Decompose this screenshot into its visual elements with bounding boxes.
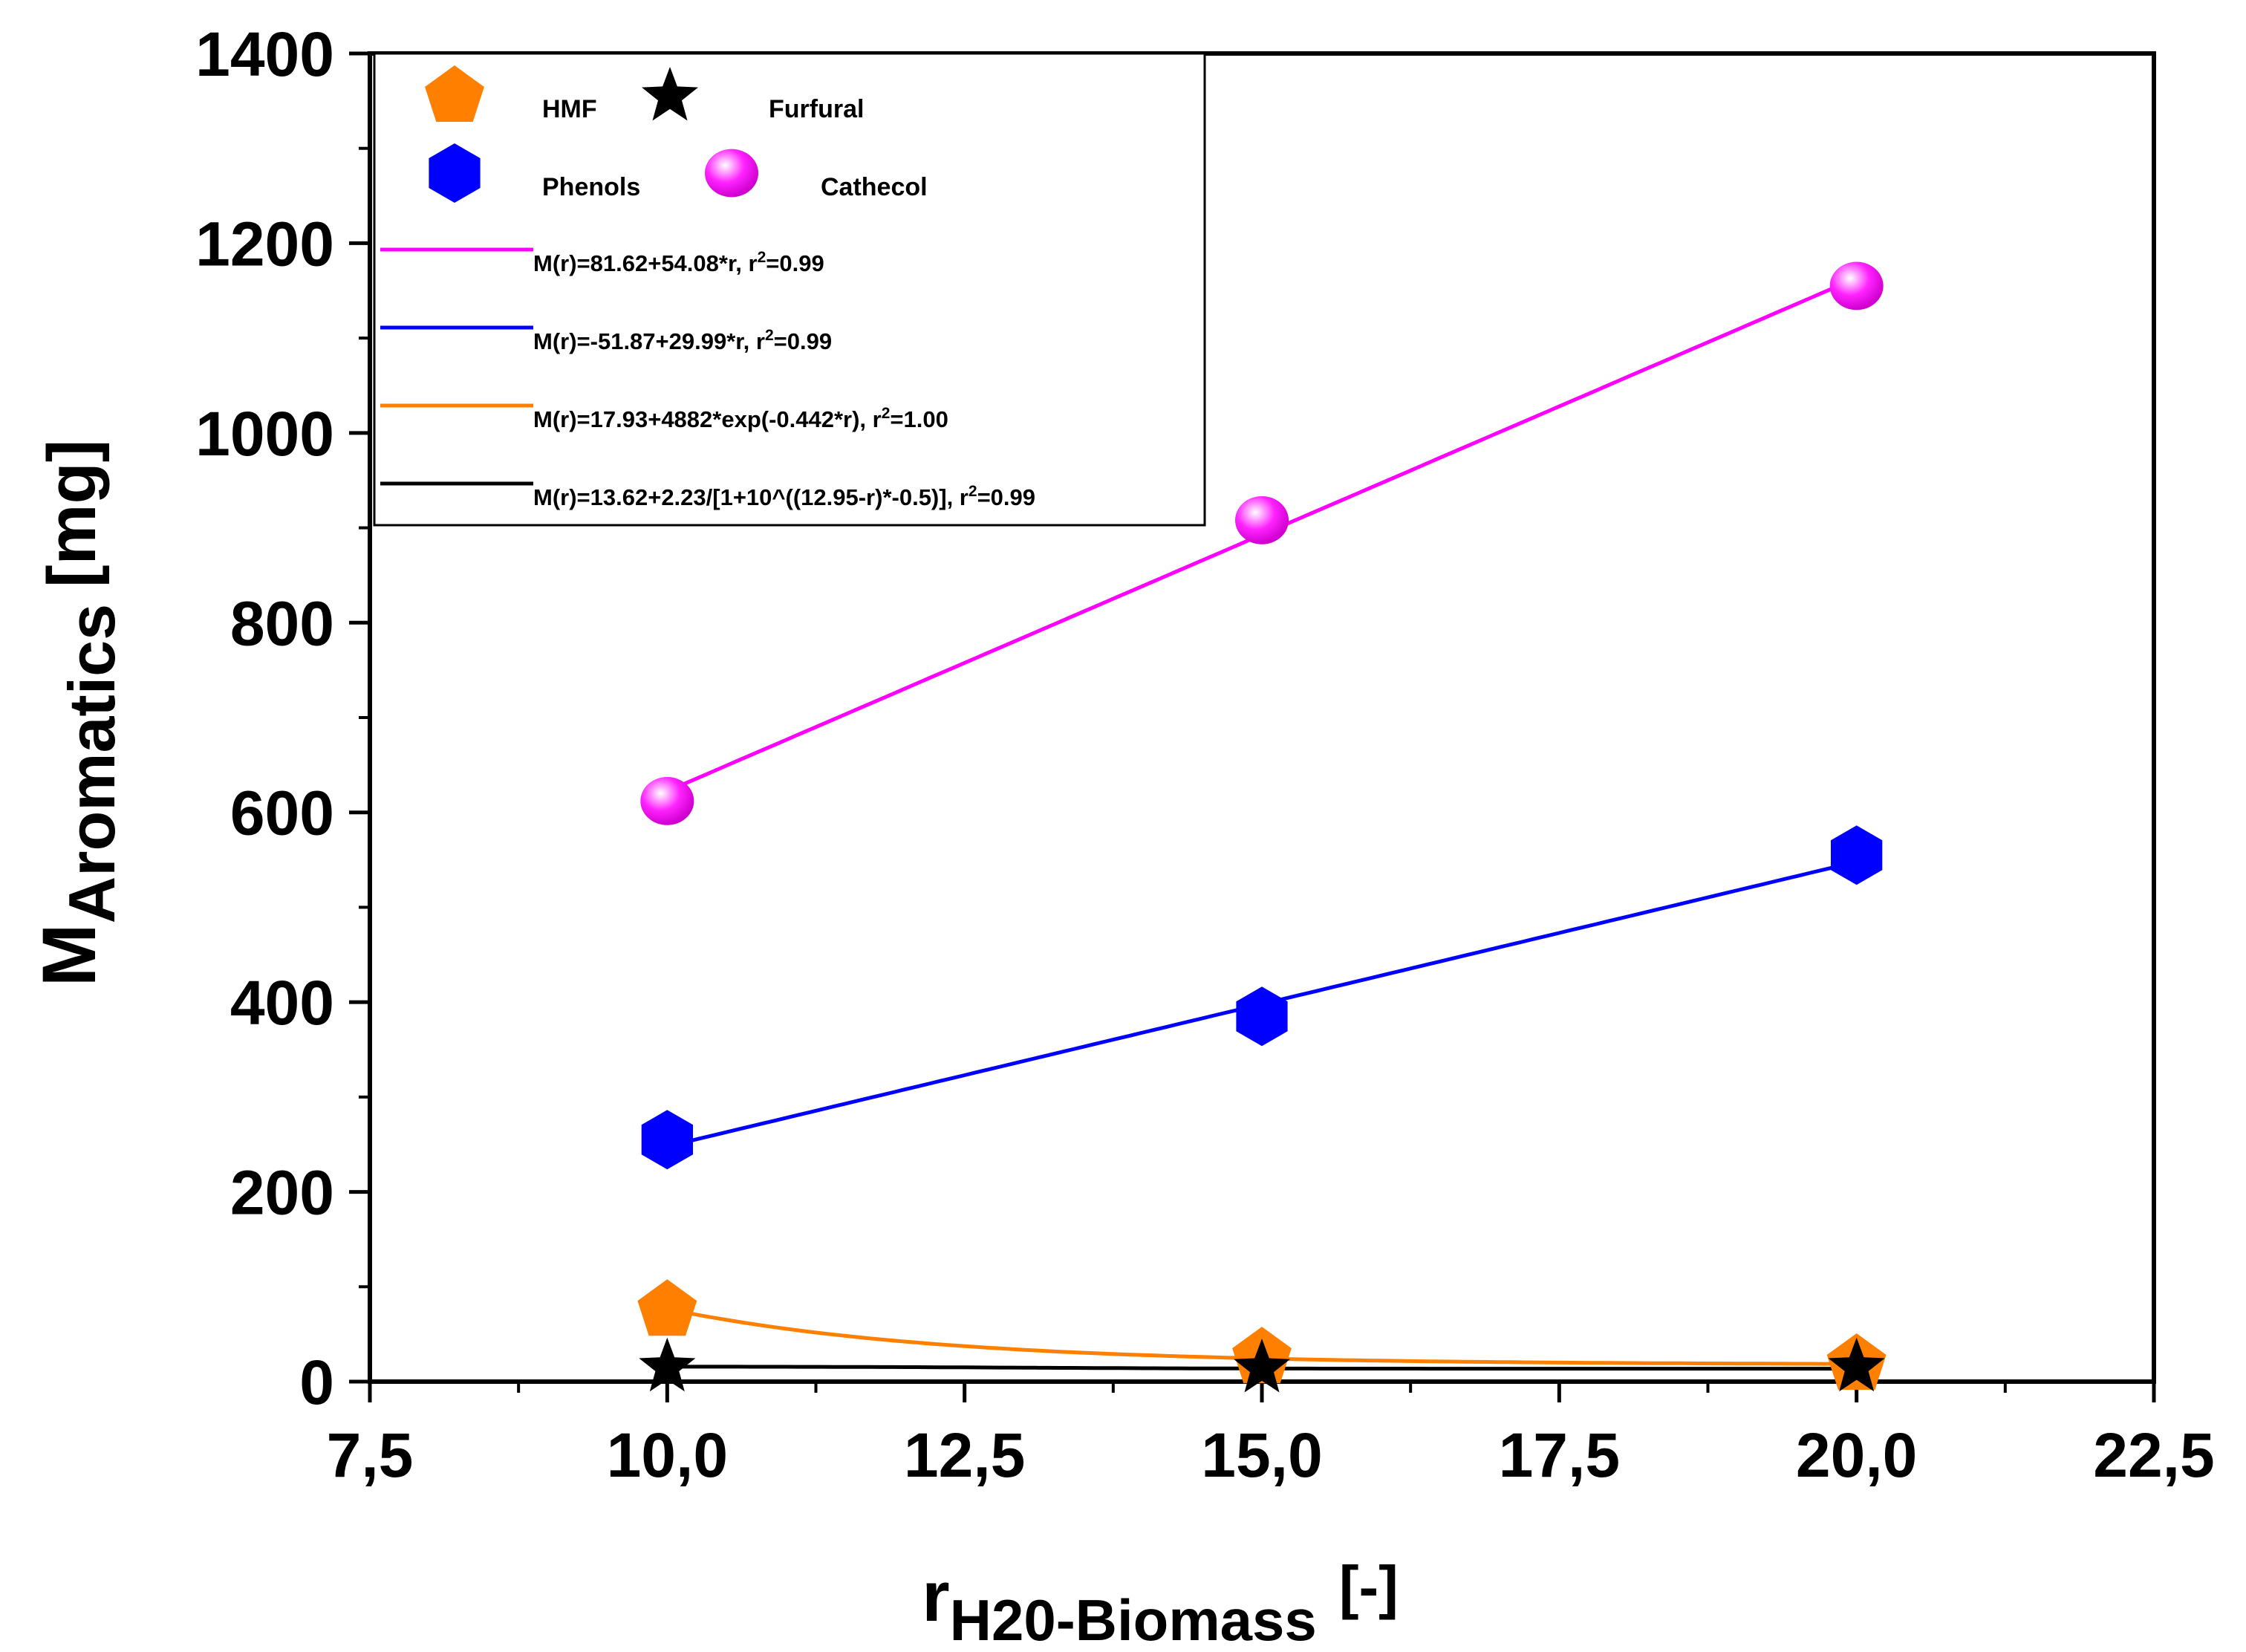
- x-tick-label: 12,5: [904, 1420, 1026, 1490]
- x-tick-label: 17,5: [1499, 1420, 1621, 1490]
- data-point-furfural: [1234, 1339, 1290, 1393]
- x-tick-label: 7,5: [327, 1420, 414, 1490]
- x-tick-label: 22,5: [2093, 1420, 2215, 1490]
- legend-label-phenols: Phenols: [542, 173, 640, 201]
- y-tick-label: 1200: [195, 209, 334, 279]
- y-tick-label: 0: [299, 1347, 334, 1417]
- x-axis-title: rH20-Biomass [-]: [922, 1554, 1398, 1652]
- data-point-furfural: [639, 1337, 696, 1392]
- legend-markers: [425, 65, 758, 203]
- legend-marker-furfural: [642, 67, 698, 121]
- y-tick-label: 1400: [195, 19, 334, 89]
- data-point-phenols: [1236, 986, 1288, 1047]
- legend: HMF Furfural Phenols Cathecol M(r)=81.62…: [373, 52, 1206, 527]
- x-tick-label: 20,0: [1796, 1420, 1918, 1490]
- legend-fit-cathecol: M(r)=81.62+54.08*r, r2=0.99: [533, 249, 824, 276]
- legend-marker-cathecol: [705, 149, 758, 198]
- data-point-furfural: [1828, 1337, 1885, 1392]
- legend-marker-phenols: [429, 143, 481, 203]
- legend-fit-phenols: M(r)=-51.87+29.99*r, r2=0.99: [533, 327, 832, 354]
- axes: 7,5 10,0 12,5 15,0 17,5 20,0 22,5 0 200 400 600 800…: [195, 19, 2215, 1490]
- legend-label-furfural: Furfural: [769, 95, 864, 123]
- data-point-cathecol: [640, 776, 694, 825]
- legend-fit-furfural: M(r)=13.62+2.23/[1+10^((12.95-r)*-0.5)],…: [533, 483, 1035, 510]
- y-tick-label: 1000: [195, 399, 334, 469]
- data-point-phenols: [641, 1110, 693, 1170]
- legend-fit-hmf: M(r)=17.93+4882*exp(-0.442*r), r2=1.00: [533, 405, 948, 432]
- legend-marker-hmf: [425, 65, 484, 122]
- data-point-cathecol: [1829, 261, 1884, 310]
- y-tick-label: 200: [230, 1158, 334, 1228]
- x-tick-label: 15,0: [1201, 1420, 1323, 1490]
- data-point-phenols: [1831, 825, 1883, 885]
- y-tick-label: 800: [230, 588, 334, 658]
- legend-label-cathecol: Cathecol: [821, 173, 928, 201]
- legend-label-hmf: HMF: [542, 95, 597, 123]
- data-point-hmf: [637, 1279, 697, 1336]
- markers: [637, 261, 1887, 1393]
- x-tick-label: 10,0: [607, 1420, 729, 1490]
- data-point-cathecol: [1235, 495, 1289, 544]
- y-tick-label: 600: [230, 778, 334, 848]
- legend-box: [373, 52, 1206, 527]
- y-axis-title: MAromatics[mg]: [27, 440, 128, 987]
- y-tick-label: 400: [230, 968, 334, 1038]
